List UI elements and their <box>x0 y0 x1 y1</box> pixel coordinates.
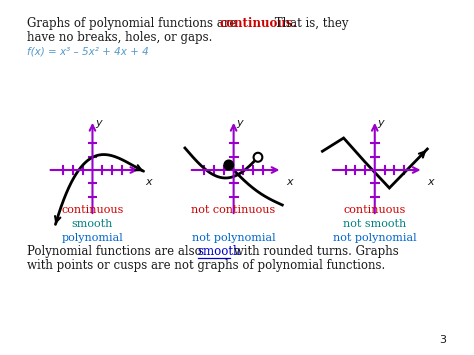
Text: have no breaks, holes, or gaps.: have no breaks, holes, or gaps. <box>27 31 213 44</box>
Text: x: x <box>145 177 152 187</box>
Text: x: x <box>428 177 434 187</box>
Text: Polynomial functions are also: Polynomial functions are also <box>27 245 206 258</box>
Text: polynomial: polynomial <box>62 233 123 243</box>
Text: continuous: continuous <box>61 205 124 215</box>
Text: y: y <box>237 118 243 128</box>
Text: x: x <box>286 177 293 187</box>
Circle shape <box>254 153 262 162</box>
Text: continuous: continuous <box>344 205 406 215</box>
Text: 3: 3 <box>439 335 446 345</box>
Text: not smooth: not smooth <box>343 219 406 229</box>
Text: smooth: smooth <box>72 219 113 229</box>
Circle shape <box>224 160 233 169</box>
Text: with rounded turns. Graphs: with rounded turns. Graphs <box>230 245 399 258</box>
Text: not polynomial: not polynomial <box>192 233 275 243</box>
Text: with points or cusps are not graphs of polynomial functions.: with points or cusps are not graphs of p… <box>27 259 385 272</box>
Text: That is, they: That is, they <box>271 17 348 30</box>
Text: not continuous: not continuous <box>191 205 276 215</box>
Text: Graphs of polynomial functions are: Graphs of polynomial functions are <box>27 17 240 30</box>
Text: continuous.: continuous. <box>219 17 297 30</box>
Text: not polynomial: not polynomial <box>333 233 417 243</box>
Text: f(x) = x³ – 5x² + 4x + 4: f(x) = x³ – 5x² + 4x + 4 <box>27 47 149 57</box>
Text: smooth: smooth <box>198 245 241 258</box>
Text: y: y <box>95 118 102 128</box>
Text: y: y <box>378 118 384 128</box>
